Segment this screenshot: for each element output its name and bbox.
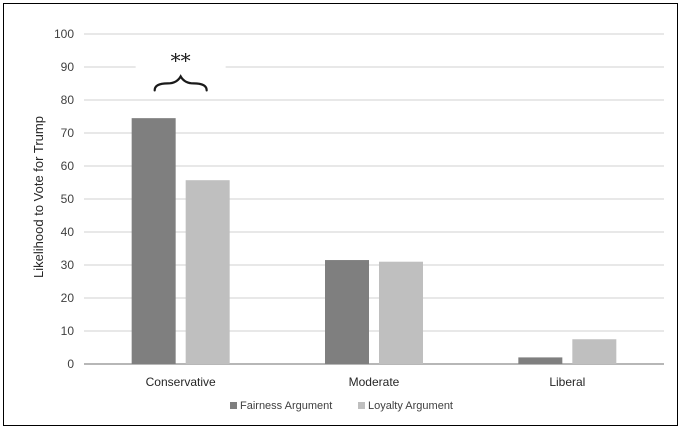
y-tick-label: 10 [61, 324, 75, 338]
y-tick-label: 30 [61, 258, 75, 272]
legend-swatch [358, 402, 365, 409]
x-category-label: Liberal [549, 375, 585, 389]
bar-loyalty-argument-moderate [379, 261, 423, 364]
x-category-label: Conservative [146, 375, 216, 389]
y-tick-label: 0 [67, 357, 74, 371]
y-tick-label: 20 [61, 291, 75, 305]
legend-label: Loyalty Argument [368, 400, 453, 412]
x-category-label: Moderate [349, 375, 400, 389]
y-axis-label: Likelihood to Vote for Trump [31, 116, 46, 278]
curly-brace-icon [153, 74, 208, 92]
legend-swatch [230, 402, 237, 409]
y-tick-label: 70 [61, 126, 75, 140]
y-axis-ticks: 0 10 20 30 40 50 60 70 80 90 100 [54, 27, 74, 371]
annotation-background [135, 46, 226, 99]
significance-annotation: ** [135, 46, 226, 99]
bar-fairness-argument-moderate [325, 260, 369, 364]
x-axis-categories: Conservative Moderate Liberal [146, 375, 586, 389]
bar-fairness-argument-conservative [131, 118, 176, 365]
legend: Fairness Argument Loyalty Argument [230, 400, 453, 412]
y-tick-label: 50 [61, 192, 75, 206]
bar-fairness-argument-liberal [518, 357, 563, 364]
bars [131, 118, 617, 365]
y-tick-label: 100 [54, 27, 74, 41]
bar-loyalty-argument-conservative [185, 180, 230, 364]
legend-label: Fairness Argument [240, 400, 332, 412]
y-tick-label: 80 [61, 93, 75, 107]
significance-stars: ** [171, 48, 191, 72]
y-tick-label: 40 [61, 225, 75, 239]
y-tick-label: 60 [61, 159, 75, 173]
bar-loyalty-argument-liberal [572, 339, 617, 364]
y-tick-label: 90 [61, 60, 75, 74]
